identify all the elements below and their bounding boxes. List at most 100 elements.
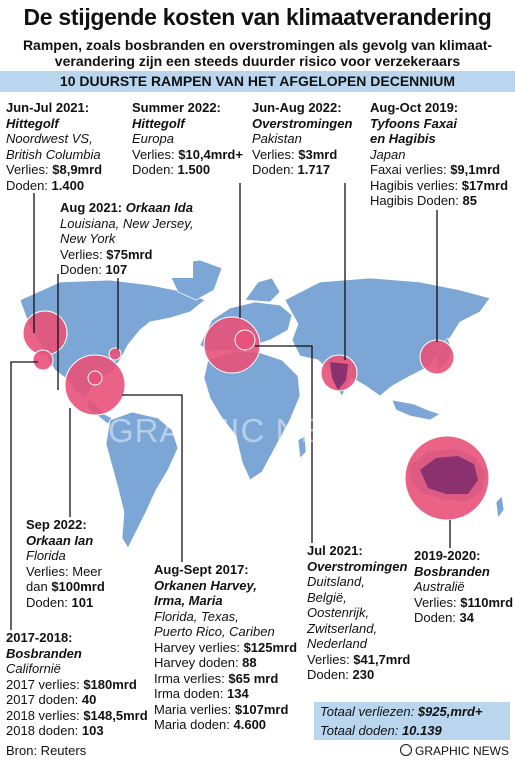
loss-value: $10,4mrd+ [178, 146, 243, 162]
deaths-label: Harvey doden: [154, 655, 243, 670]
loss-label: Verlies: [60, 246, 107, 262]
loss-value: $41,7mrd [353, 651, 411, 667]
event-name: Tyfoons Faxai [370, 115, 457, 131]
deaths-label: Doden: [60, 262, 106, 277]
event-heatwave-2021: Jun-Jul 2021: Hittegolf Noordwest VS, Br… [6, 100, 103, 193]
deaths-label: Doden: [252, 162, 298, 177]
location: Japan [370, 146, 406, 162]
event-name: Orkaan Ida [125, 200, 193, 215]
loss-value: $110mrd [460, 594, 514, 610]
location: Californië [6, 661, 61, 676]
deaths-value: 107 [105, 262, 128, 277]
loss-value: $3mrd [298, 146, 338, 162]
land-over-markers [330, 362, 478, 494]
loss-value: $125mrd [243, 639, 298, 655]
loss-value: $65 mrd [228, 670, 279, 686]
event-name: Overstromingen [252, 115, 353, 131]
event-hurricane-ian: Sep 2022: Orkaan Ian Florida Verlies: Me… [26, 517, 105, 610]
loss-label: Verlies: Meer [26, 563, 102, 579]
new-zealand [495, 495, 505, 519]
event-name: Irma, Maria [154, 593, 223, 608]
loss-value: $17mrd [461, 177, 509, 193]
deaths-value: 230 [352, 667, 375, 682]
event-typhoons-japan: Aug-Oct 2019: Tyfoons Faxai en Hagibis J… [370, 100, 509, 209]
marker-typhoons-japan [419, 339, 455, 375]
location: Florida, Texas, [154, 608, 239, 624]
date: Jul 2021: [307, 543, 363, 558]
loss-label: Verlies: [6, 162, 53, 177]
date: Jun-Jul 2021: [6, 100, 90, 115]
loss-label: Maria verlies: [154, 701, 235, 717]
event-name: Hittegolf [6, 115, 59, 131]
event-heatwave-2022: Summer 2022: Hittegolf Europa Verlies: $… [132, 100, 243, 178]
date: Aug-Oct 2019: [370, 100, 459, 115]
loss-label: Faxai verlies: [370, 162, 451, 177]
loss-label: Verlies: [132, 146, 179, 162]
page-subtitle: Rampen, zoals bosbranden en overstroming… [22, 37, 493, 69]
date: 2017-2018: [6, 630, 73, 645]
marker-heatwave-2021 [22, 310, 68, 356]
deaths-value: 101 [71, 594, 94, 610]
event-name: Orkanen Harvey, [154, 577, 257, 593]
loss-value: $100mrd [51, 579, 105, 594]
deaths-value: 1.717 [297, 162, 331, 177]
location: New York [60, 231, 116, 246]
source: Bron: Reuters [6, 743, 87, 758]
event-name: Bosbranden [6, 645, 82, 661]
deaths-value: 34 [459, 610, 475, 625]
event-hurricanes-2017: Aug-Sept 2017: Orkanen Harvey, Irma, Mar… [154, 562, 298, 733]
event-name: en Hagibis [370, 131, 436, 146]
credit-text: GRAPHIC NEWS [414, 744, 509, 758]
deaths-value: 103 [81, 723, 104, 738]
event-hurricane-ida: Aug 2021: Orkaan Ida Louisiana, New Jers… [60, 200, 194, 278]
location: Noordwest VS, [6, 131, 93, 146]
south-america [105, 411, 179, 549]
page-title: De stijgende kosten van klimaatveranderi… [23, 4, 492, 30]
section-banner: 10 DUURSTE RAMPEN VAN HET AFGELOPEN DECE… [0, 71, 515, 92]
location: Nederland [307, 636, 367, 651]
deaths-value: 1.400 [51, 177, 85, 193]
event-name: Bosbranden [414, 563, 490, 579]
deaths-label: Maria doden: [154, 717, 234, 732]
location: Louisiana, New Jersey, [60, 215, 194, 231]
africa [203, 351, 301, 481]
deaths-value: 1.500 [177, 162, 211, 177]
date: 2019-2020: [414, 548, 481, 563]
total-loss-value: $925,mrd+ [417, 704, 483, 719]
location: België, [307, 589, 347, 605]
event-wildfires-california: 2017-2018: Bosbranden Californië 2017 ve… [6, 630, 148, 739]
date: Summer 2022: [132, 100, 221, 115]
date: Aug-Sept 2017: [154, 562, 249, 577]
loss-value: $8,9mrd [52, 162, 103, 177]
loss-label: Verlies: [252, 146, 299, 162]
location: Pakistan [252, 131, 302, 146]
loss-label: 2018 verlies: [6, 707, 84, 723]
total-deaths-label: Totaal doden: [320, 723, 402, 738]
deaths-label: Doden: [6, 177, 52, 193]
location: Oostenrijk, [307, 605, 370, 620]
loss-label: dan [26, 579, 52, 594]
deaths-label: 2017 doden: [6, 692, 82, 707]
loss-value: $9,1mrd [450, 162, 501, 177]
location: Duitsland, [307, 574, 365, 589]
loss-value: $180mrd [83, 676, 137, 692]
deaths-label: Doden: [132, 162, 178, 177]
watermark: GRAPHIC NEWS [108, 412, 379, 449]
loss-value: $75mrd [106, 246, 153, 262]
deaths-label: Irma doden: [154, 686, 227, 701]
deaths-label: Doden: [307, 667, 353, 682]
deaths-label: Doden: [26, 594, 72, 610]
loss-label: Verlies: [307, 651, 354, 667]
loss-label: Harvey verlies: [154, 639, 244, 655]
location: Australië [414, 579, 465, 594]
deaths-label: Hagibis Doden: [370, 193, 463, 208]
location: Puerto Rico, Cariben [154, 624, 275, 639]
marker-california-fires [32, 349, 54, 371]
marker-floods-europe [234, 329, 256, 351]
deaths-value: 134 [227, 686, 249, 701]
deaths-value: 40 [81, 692, 97, 707]
deaths-value: 85 [462, 193, 477, 208]
loss-label: Verlies: [414, 594, 461, 610]
loss-value: $107mrd [234, 701, 289, 717]
asia [284, 277, 491, 397]
